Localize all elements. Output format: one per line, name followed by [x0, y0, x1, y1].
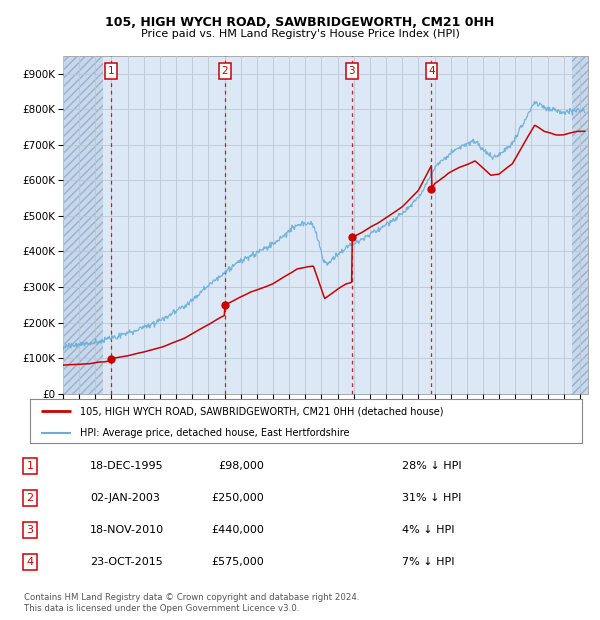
Text: £98,000: £98,000 [218, 461, 264, 471]
Text: Contains HM Land Registry data © Crown copyright and database right 2024.
This d: Contains HM Land Registry data © Crown c… [24, 593, 359, 613]
Text: 3: 3 [26, 525, 34, 535]
Text: 2: 2 [26, 493, 34, 503]
Text: 31% ↓ HPI: 31% ↓ HPI [402, 493, 461, 503]
Text: £250,000: £250,000 [211, 493, 264, 503]
Text: 18-NOV-2010: 18-NOV-2010 [90, 525, 164, 535]
Text: 18-DEC-1995: 18-DEC-1995 [90, 461, 164, 471]
Bar [572, 56, 588, 394]
Text: 28% ↓ HPI: 28% ↓ HPI [402, 461, 461, 471]
Text: 105, HIGH WYCH ROAD, SAWBRIDGEWORTH, CM21 0HH: 105, HIGH WYCH ROAD, SAWBRIDGEWORTH, CM2… [106, 16, 494, 29]
Text: £575,000: £575,000 [211, 557, 264, 567]
Text: HPI: Average price, detached house, East Hertfordshire: HPI: Average price, detached house, East… [80, 428, 349, 438]
Text: 105, HIGH WYCH ROAD, SAWBRIDGEWORTH, CM21 0HH (detached house): 105, HIGH WYCH ROAD, SAWBRIDGEWORTH, CM2… [80, 406, 443, 416]
Text: £440,000: £440,000 [211, 525, 264, 535]
Text: Price paid vs. HM Land Registry's House Price Index (HPI): Price paid vs. HM Land Registry's House … [140, 29, 460, 39]
Bar [63, 56, 103, 394]
Text: 4: 4 [26, 557, 34, 567]
Text: 4: 4 [428, 66, 435, 76]
Text: 2: 2 [221, 66, 228, 76]
Text: 1: 1 [26, 461, 34, 471]
Text: 23-OCT-2015: 23-OCT-2015 [90, 557, 163, 567]
Text: 7% ↓ HPI: 7% ↓ HPI [402, 557, 455, 567]
Text: 4% ↓ HPI: 4% ↓ HPI [402, 525, 455, 535]
Text: 02-JAN-2003: 02-JAN-2003 [90, 493, 160, 503]
Text: 3: 3 [349, 66, 355, 76]
Text: 1: 1 [107, 66, 114, 76]
